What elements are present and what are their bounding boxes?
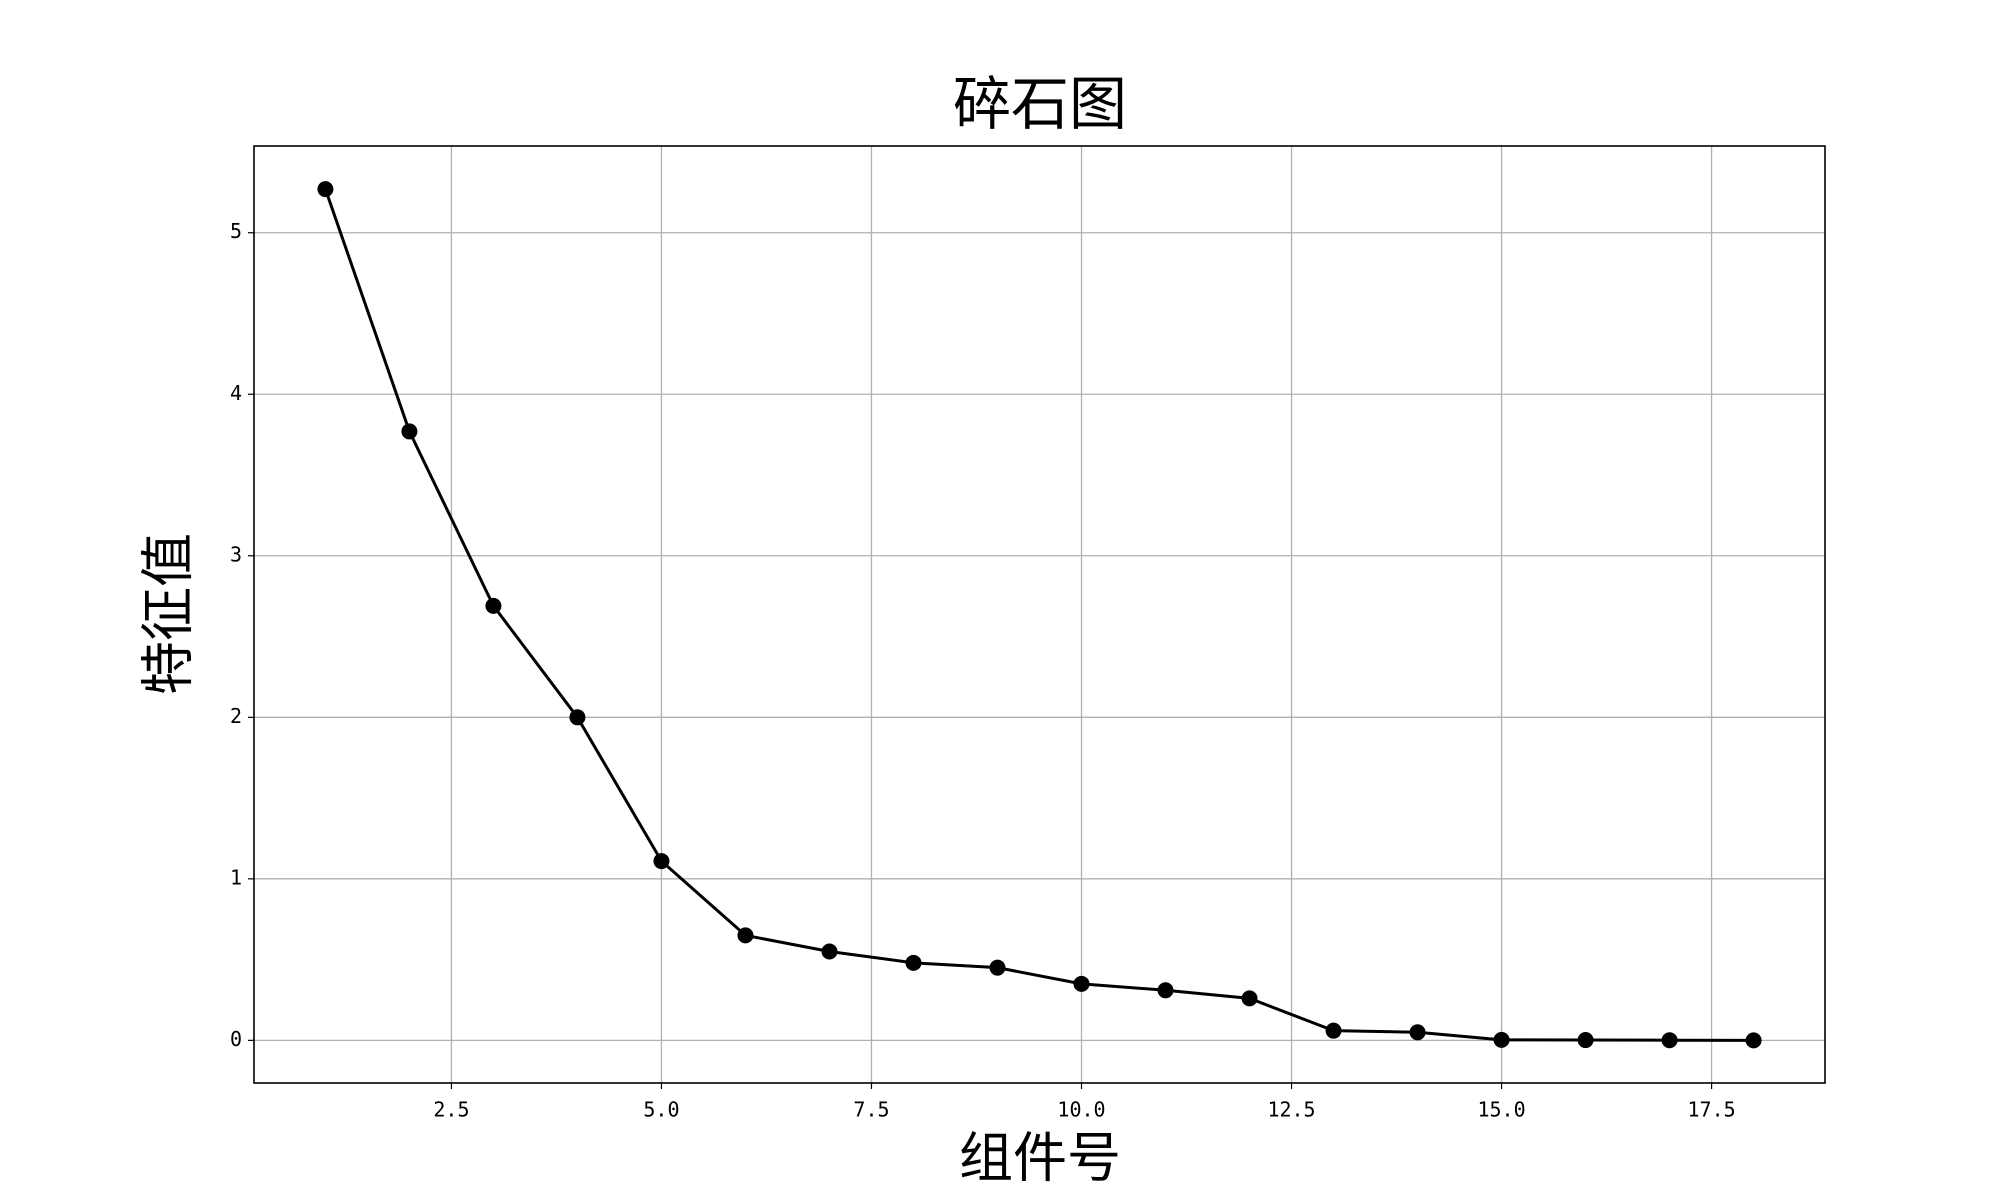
y-tick-label: 4 [230, 381, 242, 405]
y-tick-label: 1 [230, 865, 242, 889]
x-tick-label: 15.0 [1477, 1098, 1525, 1122]
point [1661, 1032, 1678, 1049]
y-axis-label: 特征值 [137, 533, 200, 695]
x-tick-label: 5.0 [643, 1098, 679, 1122]
plot-frame [253, 145, 1826, 1084]
point [1577, 1032, 1594, 1049]
y-tick-label: 3 [230, 542, 242, 566]
point [821, 943, 838, 960]
x-tick-label: 10.0 [1057, 1098, 1105, 1122]
y-tick-label: 5 [230, 219, 242, 243]
x-tick-label: 2.5 [433, 1098, 469, 1122]
point [401, 423, 418, 440]
point [569, 709, 586, 726]
point [1745, 1032, 1762, 1049]
line [323, 188, 1754, 1042]
point [905, 954, 922, 971]
chart-title: 碎石图 [953, 70, 1127, 138]
point [653, 853, 670, 870]
x-axis-label: 组件号 [959, 1127, 1121, 1190]
point [485, 597, 502, 614]
y-tick-label: 2 [230, 704, 242, 728]
point [1493, 1031, 1510, 1048]
point [317, 181, 334, 198]
y-tick-label: 0 [230, 1027, 242, 1051]
x-tick-label: 12.5 [1267, 1098, 1315, 1122]
point [737, 927, 754, 944]
point [1409, 1024, 1426, 1041]
point [1325, 1022, 1342, 1039]
point [1241, 990, 1258, 1007]
point [989, 959, 1006, 976]
x-tick-label: 7.5 [853, 1098, 889, 1122]
x-tick-label: 17.5 [1687, 1098, 1735, 1122]
point [1073, 975, 1090, 992]
point [1157, 982, 1174, 999]
